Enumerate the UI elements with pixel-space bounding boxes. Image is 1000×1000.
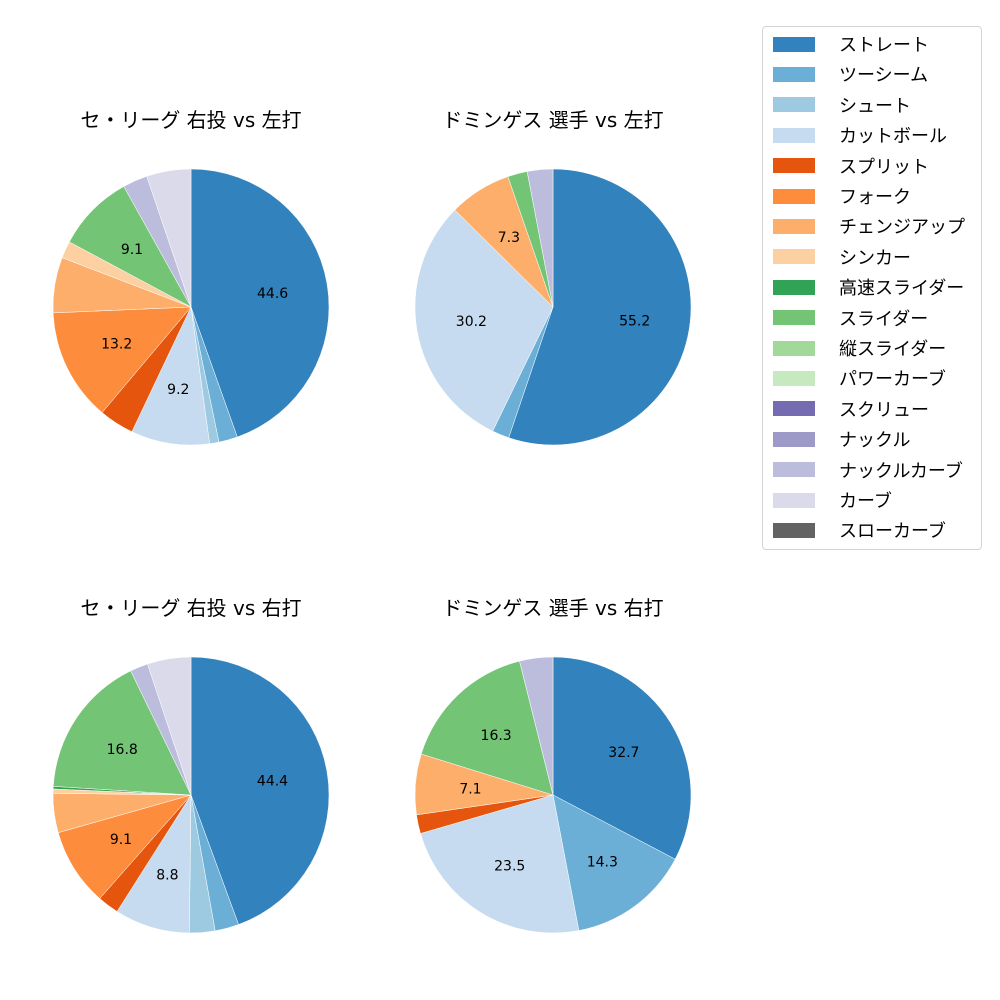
legend-item: カットボール [773,125,947,148]
pie-value-label: 44.6 [257,286,288,302]
pie-slice [53,670,192,796]
legend-swatch [773,522,815,538]
legend-swatch [773,127,815,143]
pie-value-label: 9.1 [110,832,132,848]
legend-swatch [773,401,815,417]
pie-value-label: 30.2 [456,314,487,330]
legend-swatch [773,36,815,52]
pie-slice [68,186,192,308]
legend-label: カーブ [839,491,892,512]
pie-slice [508,168,692,446]
pie-chart-0: 44.6 9.2 13.2 9.1 [52,168,330,446]
legend-label: シュート [839,95,911,117]
legend-item: スプリット [773,156,929,178]
legend-swatch [773,279,815,295]
pie-value-label: 55.2 [619,313,650,329]
pie-slice [552,794,676,931]
legend-label: ナックル [839,430,911,452]
pie-slice [420,794,580,934]
pie-title-1: ドミンゲス 選手 vs 左打 [442,108,664,132]
legend-label: ナックルカーブ [839,460,963,482]
legend-swatch [773,492,815,508]
legend-label: 高速スライダー [839,278,965,300]
pie-slice [52,306,192,413]
pie-value-label: 16.3 [481,728,512,744]
legend-item: スクリュー [773,399,929,421]
legend-label: 縦スライダー [839,339,947,360]
legend-label: スクリュー [839,399,929,421]
legend-swatch [773,370,815,386]
legend-swatch [773,66,815,82]
legend-swatch [773,431,815,447]
legend-item: チェンジアップ [773,216,965,239]
pie-chart-3: 32.7 14.3 23.5 7.1 16.3 [414,656,692,934]
legend-label: パワーカーブ [839,369,946,391]
legend-item: スローカーブ [773,520,946,543]
legend-swatch [773,340,815,356]
pie-chart-1: 55.2 30.2 7.3 [414,168,692,446]
pie-slice [190,168,330,438]
pie-chart-2: 44.4 8.8 9.1 16.8 [52,656,330,934]
pie-value-label: 8.8 [156,867,178,883]
legend-label: スライダー [839,308,929,330]
legend-label: スローカーブ [839,521,946,543]
pie-title-2: セ・リーグ 右投 vs 右打 [80,596,302,620]
pie-slice [57,794,192,899]
legend-label: チェンジアップ [839,217,965,239]
legend-swatch [773,218,815,234]
pie-title-0: セ・リーグ 右投 vs 左打 [80,108,302,132]
pie-slice [519,656,554,796]
legend-swatch [773,310,815,326]
pie-value-label: 7.3 [498,230,520,246]
legend-label: カットボール [839,126,947,148]
legend-label: フォーク [839,187,911,208]
legend-item: スライダー [773,308,929,330]
pie-slice [190,656,330,925]
pie-value-label: 16.8 [107,742,138,758]
pie-value-label: 7.1 [459,782,481,798]
legend-label: ツーシーム [839,65,929,87]
legend-swatch [773,188,815,204]
pie-value-label: 32.7 [608,745,639,761]
legend-item: 高速スライダー [773,277,965,300]
pie-value-label: 44.4 [257,774,288,790]
legend-item: カーブ [773,490,892,512]
legend-swatch [773,97,815,113]
legend-label: スプリット [839,156,929,178]
pie-value-label: 13.2 [101,337,132,353]
legend-label: シンカー [839,247,911,269]
pie-value-label: 23.5 [494,859,525,875]
legend-label: ストレート [839,35,929,56]
legend-item: パワーカーブ [773,368,946,391]
legend-item: ストレート [773,34,929,56]
legend-item: 縦スライダー [773,338,947,360]
pie-slice [146,168,192,308]
pie-title-3: ドミンゲス 選手 vs 右打 [442,596,664,620]
pie-slice [414,209,554,432]
legend-swatch [773,462,815,478]
legend-item: フォーク [773,186,911,208]
legend: ストレートツーシームシュートカットボール スプリットフォークチェンジアップ シンカー… [762,26,982,550]
legend-item: シュート [773,95,911,117]
legend-swatch [773,158,815,174]
legend-item: ナックルカーブ [773,460,963,482]
legend-item: ツーシーム [773,64,929,87]
pie-slice [147,656,192,796]
legend-swatch [773,249,815,265]
pie-slice [420,660,554,796]
pie-value-label: 14.3 [587,855,618,871]
pie-slice [131,306,210,446]
pie-value-label: 9.2 [167,382,189,398]
pie-slice [552,656,692,860]
legend-item: シンカー [773,247,911,269]
pie-value-label: 9.1 [121,242,143,258]
pie-slice [526,168,554,308]
legend-item: ナックル [773,429,911,452]
